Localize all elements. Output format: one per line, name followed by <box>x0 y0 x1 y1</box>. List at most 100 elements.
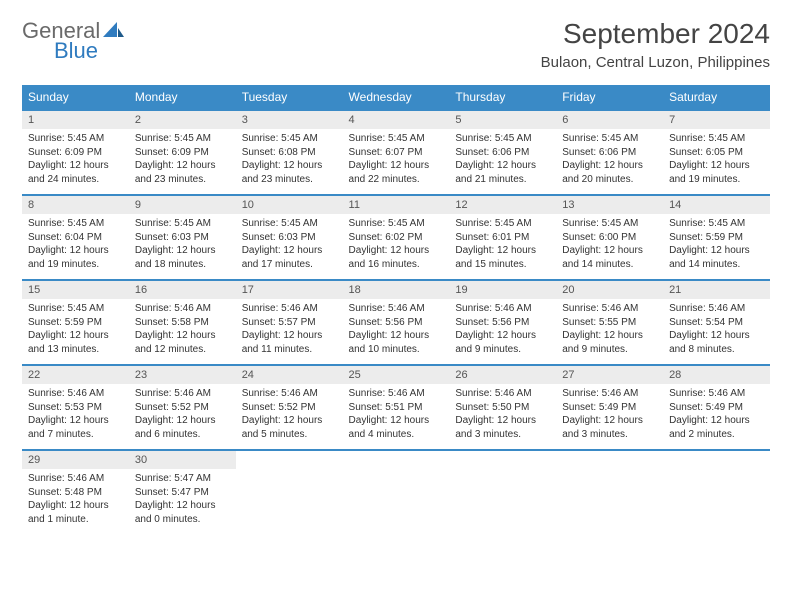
daylight-text: Daylight: 12 hours and 11 minutes. <box>242 329 337 356</box>
sunrise-text: Sunrise: 5:46 AM <box>562 387 657 401</box>
day-data: Sunrise: 5:46 AMSunset: 5:49 PMDaylight:… <box>556 384 663 449</box>
calendar-day-cell: 4Sunrise: 5:45 AMSunset: 6:07 PMDaylight… <box>343 110 450 195</box>
calendar-day-cell: 21Sunrise: 5:46 AMSunset: 5:54 PMDayligh… <box>663 280 770 365</box>
daylight-text: Daylight: 12 hours and 13 minutes. <box>28 329 123 356</box>
page-header: General Blue September 2024 Bulaon, Cent… <box>22 18 770 71</box>
calendar-day-cell: 8Sunrise: 5:45 AMSunset: 6:04 PMDaylight… <box>22 195 129 280</box>
day-data: Sunrise: 5:46 AMSunset: 5:50 PMDaylight:… <box>449 384 556 449</box>
day-data: Sunrise: 5:45 AMSunset: 6:05 PMDaylight:… <box>663 129 770 194</box>
month-title: September 2024 <box>541 18 770 50</box>
sunset-text: Sunset: 6:01 PM <box>455 231 550 245</box>
calendar-table: Sunday Monday Tuesday Wednesday Thursday… <box>22 85 770 534</box>
logo-sail-icon <box>103 20 125 43</box>
sunset-text: Sunset: 5:56 PM <box>349 316 444 330</box>
day-data: Sunrise: 5:45 AMSunset: 5:59 PMDaylight:… <box>22 299 129 364</box>
day-number: 27 <box>556 366 663 384</box>
day-number: 14 <box>663 196 770 214</box>
sunset-text: Sunset: 6:09 PM <box>135 146 230 160</box>
calendar-week-row: 22Sunrise: 5:46 AMSunset: 5:53 PMDayligh… <box>22 365 770 450</box>
sunset-text: Sunset: 5:52 PM <box>242 401 337 415</box>
day-number: 24 <box>236 366 343 384</box>
sunset-text: Sunset: 6:02 PM <box>349 231 444 245</box>
day-data: Sunrise: 5:45 AMSunset: 6:03 PMDaylight:… <box>129 214 236 279</box>
day-number: 8 <box>22 196 129 214</box>
sunrise-text: Sunrise: 5:46 AM <box>669 302 764 316</box>
day-number: 20 <box>556 281 663 299</box>
calendar-day-cell: 11Sunrise: 5:45 AMSunset: 6:02 PMDayligh… <box>343 195 450 280</box>
calendar-week-row: 1Sunrise: 5:45 AMSunset: 6:09 PMDaylight… <box>22 110 770 195</box>
sunrise-text: Sunrise: 5:45 AM <box>455 217 550 231</box>
sunrise-text: Sunrise: 5:46 AM <box>349 302 444 316</box>
day-header-thu: Thursday <box>449 85 556 110</box>
sunrise-text: Sunrise: 5:45 AM <box>242 132 337 146</box>
day-number: 4 <box>343 111 450 129</box>
sunset-text: Sunset: 5:50 PM <box>455 401 550 415</box>
sunset-text: Sunset: 5:49 PM <box>562 401 657 415</box>
daylight-text: Daylight: 12 hours and 23 minutes. <box>135 159 230 186</box>
daylight-text: Daylight: 12 hours and 19 minutes. <box>669 159 764 186</box>
daylight-text: Daylight: 12 hours and 14 minutes. <box>562 244 657 271</box>
day-data: Sunrise: 5:46 AMSunset: 5:51 PMDaylight:… <box>343 384 450 449</box>
calendar-day-cell: 15Sunrise: 5:45 AMSunset: 5:59 PMDayligh… <box>22 280 129 365</box>
sunrise-text: Sunrise: 5:46 AM <box>242 387 337 401</box>
day-data: Sunrise: 5:46 AMSunset: 5:58 PMDaylight:… <box>129 299 236 364</box>
calendar-day-cell: 16Sunrise: 5:46 AMSunset: 5:58 PMDayligh… <box>129 280 236 365</box>
sunrise-text: Sunrise: 5:46 AM <box>135 302 230 316</box>
sunset-text: Sunset: 5:55 PM <box>562 316 657 330</box>
day-number: 17 <box>236 281 343 299</box>
day-data: Sunrise: 5:45 AMSunset: 6:04 PMDaylight:… <box>22 214 129 279</box>
sunrise-text: Sunrise: 5:45 AM <box>455 132 550 146</box>
calendar-empty-cell <box>556 450 663 534</box>
sunrise-text: Sunrise: 5:45 AM <box>562 217 657 231</box>
daylight-text: Daylight: 12 hours and 8 minutes. <box>669 329 764 356</box>
calendar-day-cell: 12Sunrise: 5:45 AMSunset: 6:01 PMDayligh… <box>449 195 556 280</box>
daylight-text: Daylight: 12 hours and 9 minutes. <box>455 329 550 356</box>
calendar-day-cell: 28Sunrise: 5:46 AMSunset: 5:49 PMDayligh… <box>663 365 770 450</box>
sunset-text: Sunset: 5:51 PM <box>349 401 444 415</box>
day-header-wed: Wednesday <box>343 85 450 110</box>
sunrise-text: Sunrise: 5:46 AM <box>455 387 550 401</box>
sunset-text: Sunset: 6:09 PM <box>28 146 123 160</box>
day-header-tue: Tuesday <box>236 85 343 110</box>
sunrise-text: Sunrise: 5:46 AM <box>242 302 337 316</box>
day-number: 5 <box>449 111 556 129</box>
sunrise-text: Sunrise: 5:45 AM <box>562 132 657 146</box>
day-data: Sunrise: 5:46 AMSunset: 5:49 PMDaylight:… <box>663 384 770 449</box>
sunset-text: Sunset: 5:53 PM <box>28 401 123 415</box>
day-data: Sunrise: 5:47 AMSunset: 5:47 PMDaylight:… <box>129 469 236 534</box>
day-data: Sunrise: 5:46 AMSunset: 5:55 PMDaylight:… <box>556 299 663 364</box>
calendar-day-cell: 22Sunrise: 5:46 AMSunset: 5:53 PMDayligh… <box>22 365 129 450</box>
title-block: September 2024 Bulaon, Central Luzon, Ph… <box>541 18 770 71</box>
day-data: Sunrise: 5:46 AMSunset: 5:53 PMDaylight:… <box>22 384 129 449</box>
day-number: 11 <box>343 196 450 214</box>
sunrise-text: Sunrise: 5:46 AM <box>28 387 123 401</box>
day-data: Sunrise: 5:46 AMSunset: 5:48 PMDaylight:… <box>22 469 129 534</box>
daylight-text: Daylight: 12 hours and 7 minutes. <box>28 414 123 441</box>
daylight-text: Daylight: 12 hours and 17 minutes. <box>242 244 337 271</box>
sunset-text: Sunset: 6:08 PM <box>242 146 337 160</box>
day-data: Sunrise: 5:46 AMSunset: 5:52 PMDaylight:… <box>129 384 236 449</box>
day-number: 3 <box>236 111 343 129</box>
daylight-text: Daylight: 12 hours and 18 minutes. <box>135 244 230 271</box>
day-number: 10 <box>236 196 343 214</box>
daylight-text: Daylight: 12 hours and 3 minutes. <box>455 414 550 441</box>
calendar-day-cell: 29Sunrise: 5:46 AMSunset: 5:48 PMDayligh… <box>22 450 129 534</box>
sunset-text: Sunset: 5:47 PM <box>135 486 230 500</box>
calendar-day-cell: 5Sunrise: 5:45 AMSunset: 6:06 PMDaylight… <box>449 110 556 195</box>
location: Bulaon, Central Luzon, Philippines <box>541 54 770 71</box>
sunset-text: Sunset: 5:58 PM <box>135 316 230 330</box>
day-data: Sunrise: 5:45 AMSunset: 6:09 PMDaylight:… <box>22 129 129 194</box>
day-data: Sunrise: 5:46 AMSunset: 5:56 PMDaylight:… <box>449 299 556 364</box>
daylight-text: Daylight: 12 hours and 20 minutes. <box>562 159 657 186</box>
day-header-mon: Monday <box>129 85 236 110</box>
sunset-text: Sunset: 5:54 PM <box>669 316 764 330</box>
day-data: Sunrise: 5:45 AMSunset: 6:03 PMDaylight:… <box>236 214 343 279</box>
daylight-text: Daylight: 12 hours and 12 minutes. <box>135 329 230 356</box>
day-number: 7 <box>663 111 770 129</box>
daylight-text: Daylight: 12 hours and 23 minutes. <box>242 159 337 186</box>
day-number: 25 <box>343 366 450 384</box>
daylight-text: Daylight: 12 hours and 6 minutes. <box>135 414 230 441</box>
sunrise-text: Sunrise: 5:46 AM <box>562 302 657 316</box>
day-data: Sunrise: 5:46 AMSunset: 5:56 PMDaylight:… <box>343 299 450 364</box>
day-number: 9 <box>129 196 236 214</box>
